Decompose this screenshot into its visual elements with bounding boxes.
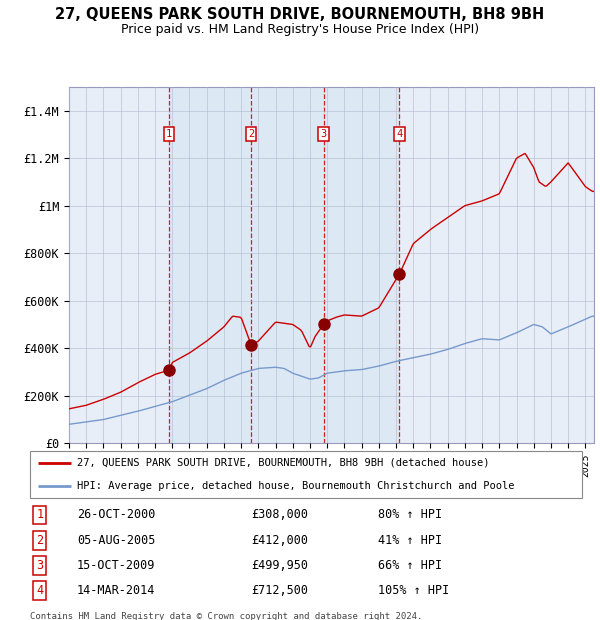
Text: 26-OCT-2000: 26-OCT-2000 <box>77 508 155 521</box>
Bar <box>323 87 400 443</box>
Text: 41% ↑ HPI: 41% ↑ HPI <box>378 534 442 547</box>
Text: 3: 3 <box>37 559 43 572</box>
Text: 105% ↑ HPI: 105% ↑ HPI <box>378 583 449 596</box>
Text: 4: 4 <box>397 129 403 139</box>
Text: 66% ↑ HPI: 66% ↑ HPI <box>378 559 442 572</box>
Text: Contains HM Land Registry data © Crown copyright and database right 2024.
This d: Contains HM Land Registry data © Crown c… <box>30 612 422 620</box>
Text: 14-MAR-2014: 14-MAR-2014 <box>77 583 155 596</box>
Text: £712,500: £712,500 <box>251 583 308 596</box>
Text: 1: 1 <box>166 129 172 139</box>
Text: £499,950: £499,950 <box>251 559 308 572</box>
Text: £412,000: £412,000 <box>251 534 308 547</box>
Text: 05-AUG-2005: 05-AUG-2005 <box>77 534 155 547</box>
Text: 27, QUEENS PARK SOUTH DRIVE, BOURNEMOUTH, BH8 9BH: 27, QUEENS PARK SOUTH DRIVE, BOURNEMOUTH… <box>55 7 545 22</box>
Text: 4: 4 <box>37 583 43 596</box>
Text: HPI: Average price, detached house, Bournemouth Christchurch and Poole: HPI: Average price, detached house, Bour… <box>77 481 514 491</box>
Text: 27, QUEENS PARK SOUTH DRIVE, BOURNEMOUTH, BH8 9BH (detached house): 27, QUEENS PARK SOUTH DRIVE, BOURNEMOUTH… <box>77 458 490 468</box>
Text: 1: 1 <box>37 508 43 521</box>
Text: 3: 3 <box>320 129 327 139</box>
Text: Price paid vs. HM Land Registry's House Price Index (HPI): Price paid vs. HM Land Registry's House … <box>121 23 479 36</box>
Text: £308,000: £308,000 <box>251 508 308 521</box>
FancyBboxPatch shape <box>30 451 582 498</box>
Bar <box>169 87 251 443</box>
Text: 80% ↑ HPI: 80% ↑ HPI <box>378 508 442 521</box>
Text: 2: 2 <box>248 129 254 139</box>
Bar <box>251 87 323 443</box>
Text: 15-OCT-2009: 15-OCT-2009 <box>77 559 155 572</box>
Text: 2: 2 <box>37 534 43 547</box>
